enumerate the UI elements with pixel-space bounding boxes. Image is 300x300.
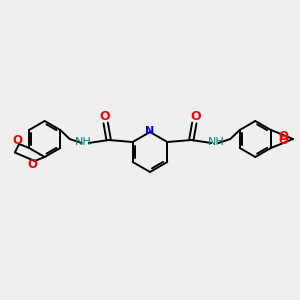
- Text: O: O: [99, 110, 110, 124]
- Text: O: O: [278, 134, 288, 148]
- Text: O: O: [278, 130, 288, 143]
- Text: O: O: [190, 110, 201, 124]
- Text: NH: NH: [75, 137, 92, 147]
- Text: N: N: [146, 126, 154, 136]
- Text: NH: NH: [208, 137, 225, 147]
- Text: O: O: [12, 134, 22, 148]
- Text: O: O: [28, 158, 38, 170]
